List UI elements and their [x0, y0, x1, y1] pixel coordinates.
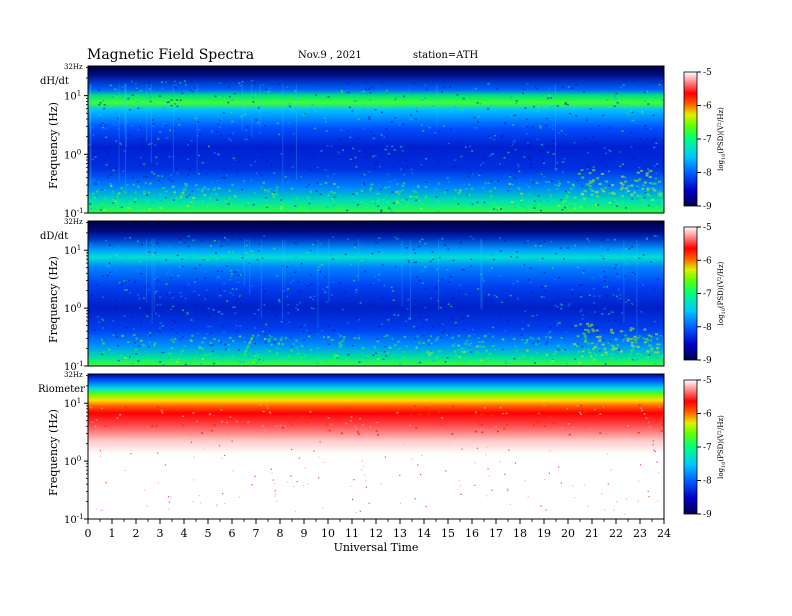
- colorbar-tick-label: -5: [703, 376, 712, 386]
- colorbar-tick-label: -9: [703, 510, 712, 520]
- x-tick-label: 23: [633, 527, 647, 540]
- colorbar-tick-label: -8: [703, 169, 712, 179]
- top-freq-label: 32Hz: [64, 371, 83, 379]
- x-tick-label: 6: [229, 527, 236, 540]
- date-label: Nov.9 , 2021: [298, 50, 362, 61]
- spectrogram-noise: [88, 80, 664, 213]
- x-tick-label: 24: [657, 527, 671, 540]
- panel-label: Riometer: [38, 384, 85, 395]
- y-tick-label: 101: [64, 90, 81, 103]
- colorbar-tick-label: -7: [703, 290, 712, 300]
- spectrogram-image: [88, 221, 664, 366]
- x-tick-label: 5: [205, 527, 212, 540]
- spectrogram-panel-3: Riometer 32Hz 101 100 10-1 Frequency (Hz) -5 -6…: [38, 371, 727, 526]
- x-tick-label: 14: [417, 527, 431, 540]
- figure-title: Magnetic Field Spectra: [87, 47, 254, 63]
- x-tick-label: 20: [561, 527, 575, 540]
- x-tick-label: 21: [585, 527, 599, 540]
- x-tick-label: 8: [277, 527, 284, 540]
- x-tick-label: 7: [253, 527, 260, 540]
- y-axis-label: Frequency (Hz): [47, 256, 60, 343]
- panel-frame: [87, 65, 665, 214]
- panel-frame: [87, 220, 665, 367]
- colorbar-label: log10(PSD)(V2/Hz): [717, 415, 727, 479]
- y-tick-label: 10-1: [64, 513, 84, 526]
- y-axis-label: Frequency (Hz): [47, 102, 60, 189]
- x-tick-label: 0: [85, 527, 92, 540]
- x-tick-label: 11: [345, 527, 359, 540]
- colorbar-tick-label: -9: [703, 202, 712, 212]
- y-tick-label: 101: [64, 244, 81, 257]
- colorbar-tick-label: -5: [703, 68, 712, 78]
- colorbar-gradient: [683, 71, 698, 207]
- x-tick-label: 15: [441, 527, 455, 540]
- x-tick-label: 13: [393, 527, 407, 540]
- colorbar-label: log10(PSD)(V2/Hz): [717, 261, 727, 325]
- spectrogram-image: [88, 66, 664, 213]
- x-tick-label: 2: [133, 527, 140, 540]
- y-axis-label: Frequency (Hz): [47, 409, 60, 496]
- x-tick-label: 1: [109, 527, 116, 540]
- y-tick-label: 101: [64, 397, 81, 410]
- top-freq-label: 32Hz: [64, 218, 83, 226]
- panel-label: dD/dt: [40, 231, 68, 242]
- spectrogram-noise: [88, 235, 662, 366]
- colorbar-tick-label: -5: [703, 223, 712, 233]
- colorbar-label: log10(PSD)(V2/Hz): [717, 107, 727, 171]
- colorbar-tick-label: -6: [703, 410, 712, 420]
- y-tick-label: 100: [64, 148, 81, 161]
- colorbar-tick-label: -6: [703, 256, 712, 266]
- colorbar-tick-label: -7: [703, 443, 712, 453]
- colorbar-tick-label: -6: [703, 102, 712, 112]
- x-tick-label: 22: [609, 527, 623, 540]
- y-tick-label: 100: [64, 455, 81, 468]
- x-tick-label: 16: [465, 527, 479, 540]
- x-tick-label: 3: [157, 527, 164, 540]
- colorbar-tick-label: -8: [703, 477, 712, 487]
- station-label: station=ATH: [413, 50, 479, 61]
- colorbar: -5 -6 -7 -8 -9 log10(PSD)(V2/Hz): [683, 376, 727, 520]
- colorbar-tick-label: -8: [703, 323, 712, 333]
- panel-label: dH/dt: [40, 76, 69, 87]
- colorbar-gradient: [683, 379, 698, 515]
- colorbar-tick-label: -7: [703, 135, 712, 145]
- spectrogram-image: [88, 374, 664, 519]
- x-tick-label: 4: [181, 527, 188, 540]
- y-tick-label: 100: [64, 302, 81, 315]
- spectrogram-noise: [90, 404, 664, 516]
- top-freq-label: 32Hz: [64, 63, 83, 71]
- colorbar: -5 -6 -7 -8 -9 log10(PSD)(V2/Hz): [683, 223, 727, 366]
- x-tick-label: 19: [537, 527, 551, 540]
- colorbar-tick-label: -9: [703, 356, 712, 366]
- x-tick-label: 10: [321, 527, 335, 540]
- x-tick-label: 9: [301, 527, 308, 540]
- x-tick-label: 12: [369, 527, 383, 540]
- x-axis-label: Universal Time: [334, 541, 419, 554]
- x-tick-label: 18: [513, 527, 527, 540]
- colorbar: -5 -6 -7 -8 -9 log10(PSD)(V2/Hz): [683, 68, 727, 212]
- colorbar-gradient: [683, 226, 698, 361]
- x-tick-label: 17: [489, 527, 503, 540]
